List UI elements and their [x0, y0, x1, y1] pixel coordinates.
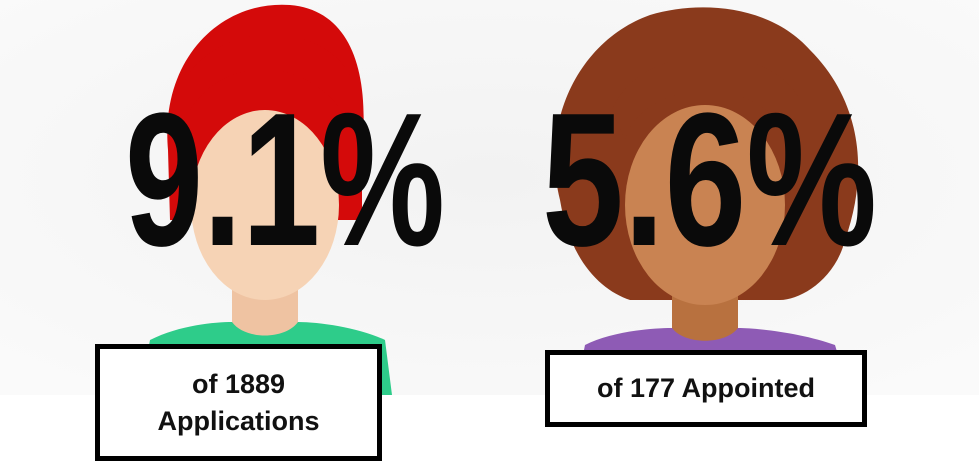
fringe [612, 56, 800, 140]
caption-box: of 177 Appointed [545, 350, 867, 427]
percent: 9.1% [125, 74, 445, 286]
face [191, 110, 339, 300]
percent: 5.6% [542, 74, 877, 286]
caption-box: of 1889 Applications [95, 344, 382, 461]
face [625, 105, 785, 305]
fringe [185, 34, 350, 115]
